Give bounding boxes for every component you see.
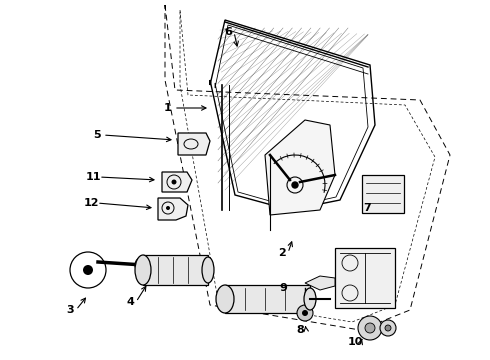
Ellipse shape xyxy=(135,255,151,285)
Circle shape xyxy=(83,265,93,275)
Ellipse shape xyxy=(304,288,316,310)
Text: 1: 1 xyxy=(164,103,172,113)
Polygon shape xyxy=(225,285,310,313)
Text: 2: 2 xyxy=(278,248,286,258)
Text: 3: 3 xyxy=(66,305,74,315)
Ellipse shape xyxy=(216,285,234,313)
Polygon shape xyxy=(335,248,395,308)
Polygon shape xyxy=(265,120,335,215)
Text: 10: 10 xyxy=(347,337,363,347)
Polygon shape xyxy=(143,255,208,285)
Circle shape xyxy=(172,180,176,185)
Circle shape xyxy=(380,320,396,336)
Circle shape xyxy=(297,305,313,321)
Polygon shape xyxy=(158,198,188,220)
Text: 7: 7 xyxy=(363,203,371,213)
Ellipse shape xyxy=(202,257,214,283)
Circle shape xyxy=(365,323,375,333)
Circle shape xyxy=(140,262,146,268)
Polygon shape xyxy=(305,276,335,290)
Polygon shape xyxy=(162,172,192,192)
Text: 9: 9 xyxy=(279,283,287,293)
Text: 6: 6 xyxy=(224,27,232,37)
Text: 8: 8 xyxy=(296,325,304,335)
Polygon shape xyxy=(362,175,404,213)
Circle shape xyxy=(166,206,170,210)
Circle shape xyxy=(302,310,308,316)
Text: 4: 4 xyxy=(126,297,134,307)
Text: 11: 11 xyxy=(85,172,101,182)
Circle shape xyxy=(292,182,298,188)
Polygon shape xyxy=(178,133,210,155)
Text: 12: 12 xyxy=(83,198,99,208)
Text: 5: 5 xyxy=(93,130,101,140)
Circle shape xyxy=(385,325,391,331)
Circle shape xyxy=(358,316,382,340)
